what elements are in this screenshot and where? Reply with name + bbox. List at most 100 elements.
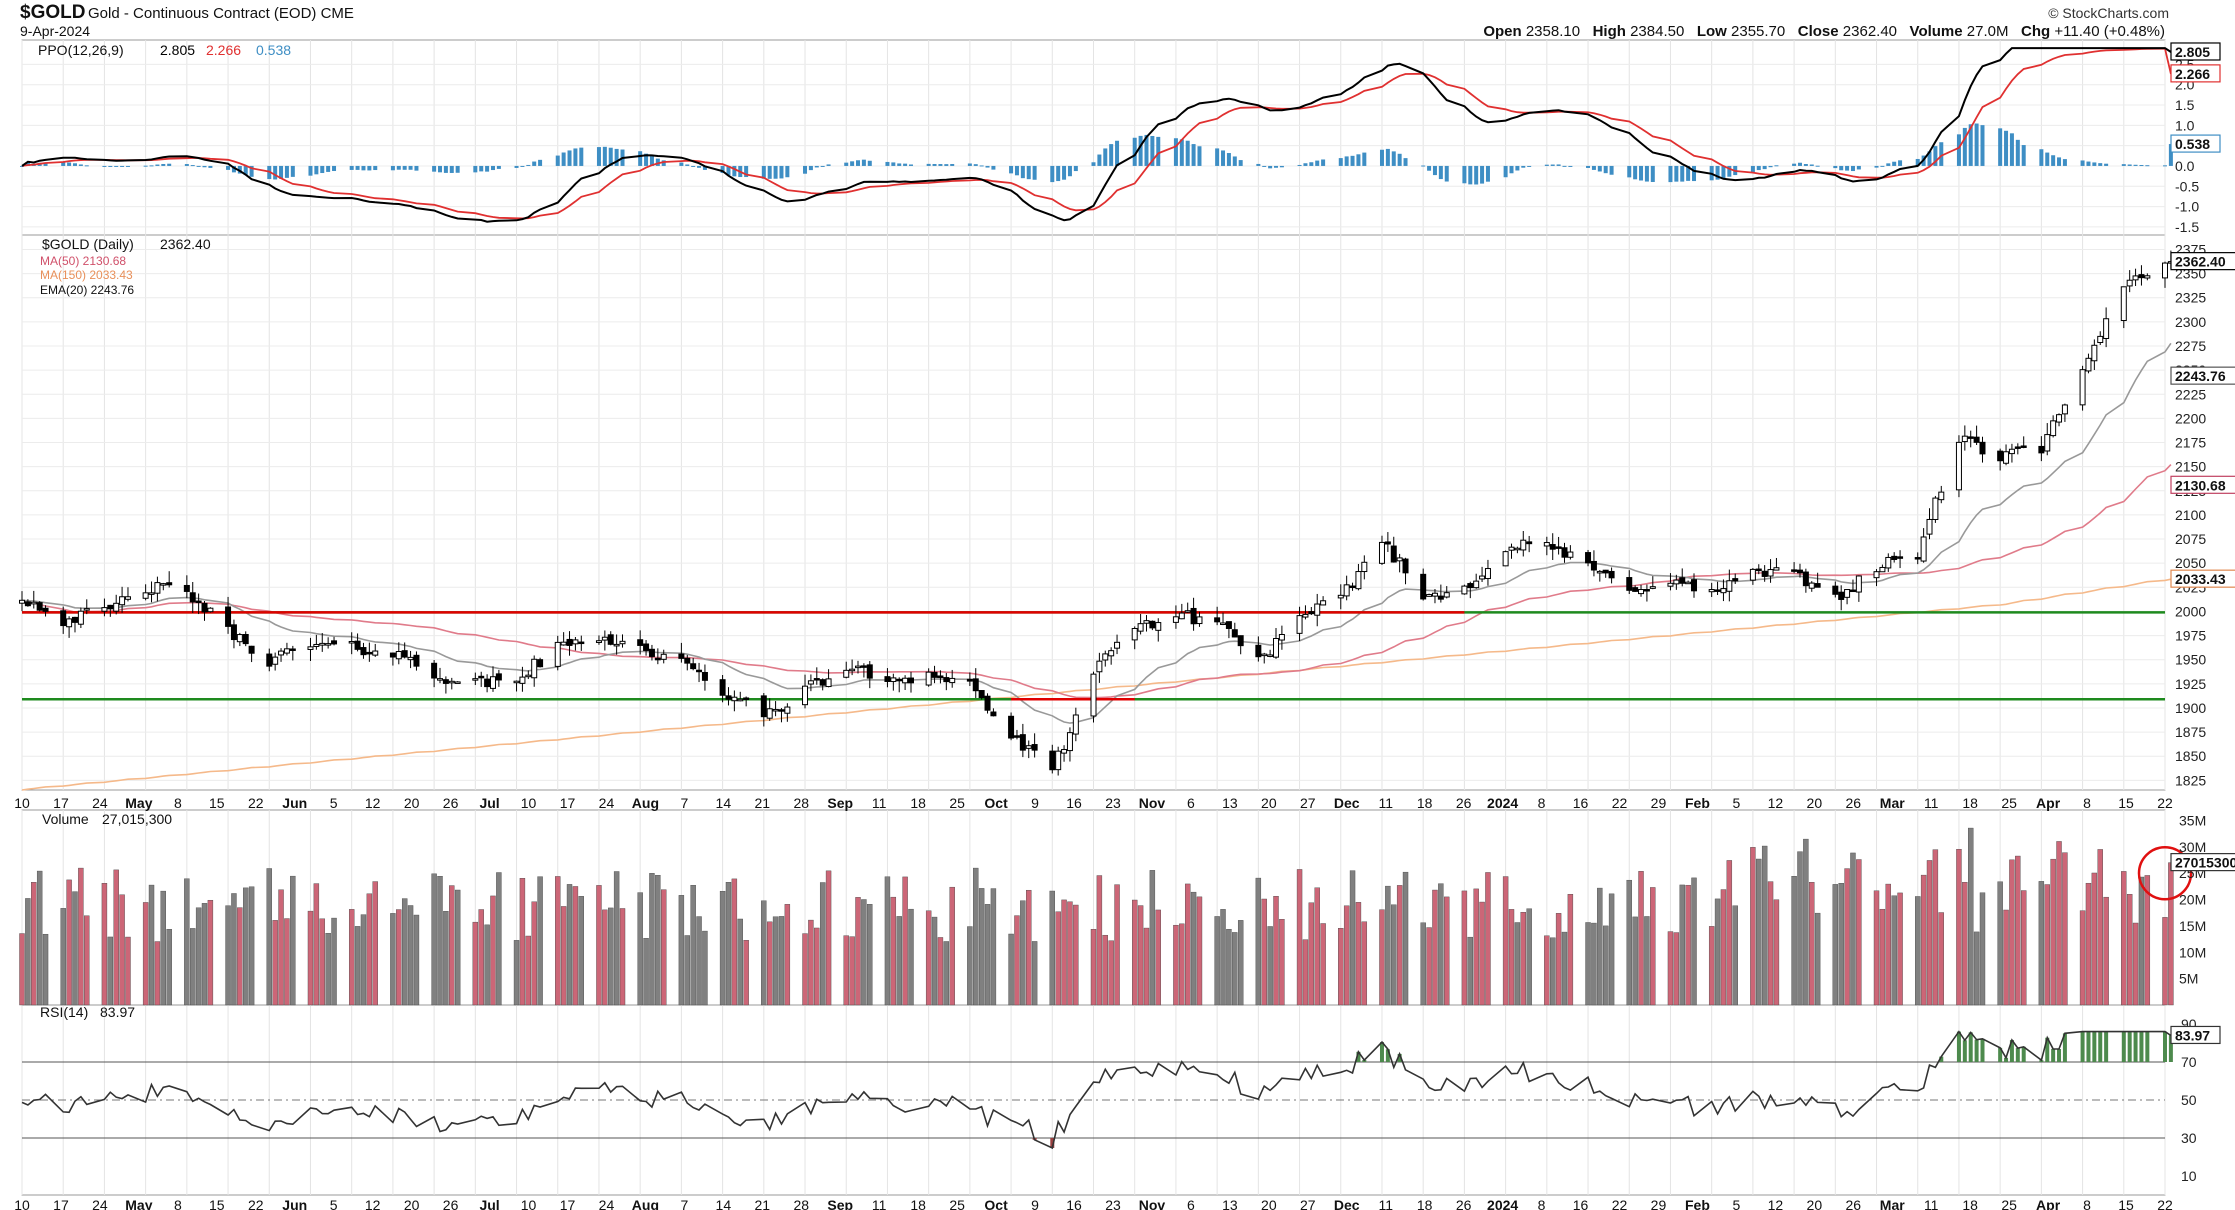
- volume-bar: [849, 936, 855, 1006]
- candle-body: [2056, 414, 2063, 423]
- candle-body: [1508, 546, 1515, 551]
- ppo-histogram-bar: [1939, 142, 1944, 166]
- volume-bar: [696, 916, 702, 1006]
- ppo-histogram-bar: [496, 165, 501, 169]
- ppo-histogram-bar: [1268, 165, 1273, 169]
- price-x-axis-label: 18: [1417, 795, 1433, 811]
- volume-bar: [766, 921, 773, 1006]
- ppo-histogram-bar: [1544, 164, 1549, 166]
- ppo-histogram-bar: [349, 165, 354, 170]
- ppo-histogram-bar: [2092, 162, 2097, 166]
- ppo-histogram-bar: [1915, 158, 1920, 166]
- volume-bar: [1014, 915, 1020, 1006]
- volume-value: 27.0M: [1966, 23, 2009, 40]
- volume-bar: [2062, 852, 2068, 1006]
- volume-bar: [78, 867, 84, 1006]
- volume-bar: [1184, 883, 1191, 1006]
- ppo-histogram-bar: [473, 165, 478, 173]
- volume-bar: [578, 896, 584, 1006]
- rsi-x-axis-label: 11: [872, 1197, 887, 1210]
- ohlc-summary: Open 2358.10 High 2384.50 Low 2355.70 Cl…: [1483, 23, 2165, 40]
- ppo-histogram-bar: [1715, 165, 1720, 180]
- price-x-axis-label: 5: [1733, 795, 1741, 811]
- ppo-histogram-bar: [608, 147, 613, 166]
- ppo-histogram-bar: [785, 165, 790, 178]
- volume-bar: [1926, 860, 1933, 1006]
- candle-body: [978, 690, 985, 699]
- ppo-histogram-bar: [1503, 165, 1508, 178]
- candle-body: [1355, 571, 1362, 590]
- ppo-histogram-bar: [320, 165, 325, 174]
- candle-body: [813, 678, 820, 681]
- ppo-histogram-bar: [2133, 164, 2138, 166]
- ppo-histogram-bar: [1521, 165, 1526, 168]
- ppo-histogram-bar: [455, 165, 460, 173]
- price-x-axis-label: Oct: [984, 795, 1008, 811]
- candle-body: [1143, 620, 1150, 624]
- candle-body: [1602, 569, 1609, 574]
- ppo-histogram-bar: [2080, 160, 2085, 166]
- ppo-histogram-bar: [184, 164, 189, 166]
- ppo-histogram-bar: [1515, 165, 1520, 171]
- candle-body: [1314, 603, 1321, 616]
- volume-bar: [978, 888, 985, 1006]
- ppo-histogram-bar: [1150, 135, 1155, 166]
- candle-body: [148, 592, 155, 595]
- volume-bar: [113, 869, 119, 1006]
- ppo-histogram-bar: [1956, 134, 1961, 166]
- volume-bar: [1179, 923, 1185, 1006]
- candle-body: [1131, 627, 1138, 641]
- ppo-histogram-bar: [1839, 165, 1844, 171]
- volume-bar: [808, 919, 814, 1006]
- rsi-x-axis-label: 25: [949, 1197, 965, 1210]
- rsi-x-axis-label: Oct: [984, 1197, 1008, 1210]
- candle-body: [331, 640, 338, 645]
- price-axis-tick: 2150: [2175, 459, 2206, 475]
- candle-body: [2162, 262, 2168, 279]
- volume-bar: [690, 885, 696, 1006]
- rsi-x-axis-label: Feb: [1685, 1197, 1710, 1210]
- ppo-histogram-bar: [373, 165, 378, 171]
- price-x-axis-label: Apr: [2036, 795, 2061, 811]
- ppo-histogram-bar: [2015, 139, 2020, 166]
- candle-body: [2091, 344, 2098, 362]
- volume-bar: [154, 941, 161, 1006]
- candle-body: [283, 648, 290, 654]
- ppo-histogram-bar: [120, 165, 125, 167]
- rsi-x-axis-label: 27: [1300, 1197, 1316, 1210]
- ppo-histogram-bar: [773, 165, 778, 179]
- price-axis-tick: 1900: [2175, 700, 2206, 716]
- price-x-axis-label: 10: [521, 795, 537, 811]
- candle-body: [1973, 436, 1980, 443]
- candle-body: [1955, 441, 1962, 491]
- rsi-x-axis-label: 12: [1768, 1197, 1784, 1210]
- volume-bar: [237, 907, 243, 1006]
- ppo-histogram-bar: [1768, 165, 1773, 168]
- volume-bar: [684, 935, 690, 1006]
- brand-watermark[interactable]: © StockCharts.com: [2048, 5, 2169, 21]
- candle-body: [743, 697, 750, 700]
- volume-bar: [437, 876, 443, 1006]
- ppo-histogram-bar: [614, 148, 619, 166]
- ppo-histogram-bar: [1438, 165, 1443, 180]
- candle-body: [1255, 644, 1262, 658]
- candle-body: [278, 650, 285, 656]
- candle-body: [1543, 542, 1550, 547]
- exchange: CME: [320, 5, 354, 22]
- ppo-histogram-bar: [638, 151, 643, 166]
- rsi-x-axis-label: 11: [1924, 1197, 1939, 1210]
- rsi-x-axis-label: Mar: [1880, 1197, 1905, 1210]
- volume-bar: [284, 918, 290, 1006]
- volume-bar: [1879, 908, 1886, 1006]
- candle-body: [943, 677, 950, 683]
- ppo-histogram-bar: [114, 165, 119, 167]
- ppo-histogram-bar: [1262, 165, 1267, 167]
- price-axis-tick: 1950: [2175, 652, 2206, 668]
- candle-body: [1502, 551, 1509, 567]
- volume-bar: [761, 900, 767, 1006]
- price-axis-tick: 2225: [2175, 386, 2206, 402]
- candle-body: [1461, 585, 1468, 595]
- candle-body: [389, 652, 396, 658]
- candle-body: [2050, 420, 2057, 437]
